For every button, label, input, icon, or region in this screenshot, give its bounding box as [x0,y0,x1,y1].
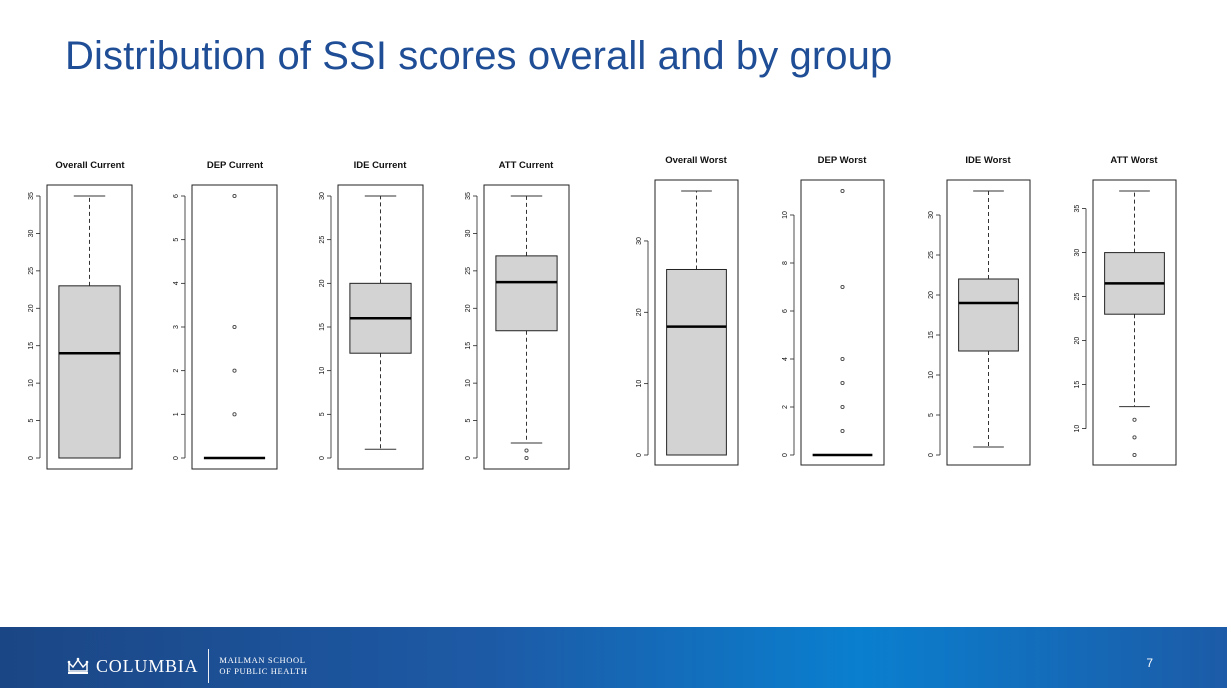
y-tick-label: 15 [1074,381,1081,389]
y-tick-label: 25 [928,251,935,259]
outlier-point [840,356,845,362]
y-tick-label: 15 [28,342,35,350]
y-tick-label: 6 [782,309,789,313]
plot-frame [337,184,424,470]
y-tick-label: 10 [28,379,35,387]
plot-title-att-current: ATT Current [498,160,554,171]
y-tick-label: 30 [465,229,472,237]
y-tick-label: 5 [928,413,935,417]
y-tick-label: 5 [465,419,472,423]
y-tick-label: 5 [319,412,326,416]
y-tick-label: 25 [465,267,472,275]
iqr-box [495,255,558,332]
y-tick-label: 25 [28,267,35,275]
plot-title-overall-current: Overall Current [55,160,125,171]
outlier-point [232,193,237,199]
logo-divider [208,649,210,683]
plot-title-ide-worst: IDE Worst [965,155,1011,166]
y-tick-label: 1 [173,412,180,416]
outlier-point [232,368,237,373]
outlier-point [1132,452,1137,458]
y-tick-label: 3 [173,325,180,329]
iqr-box [958,278,1019,352]
outlier-point [840,284,845,290]
y-tick-label: 10 [782,211,789,219]
y-tick-label: 10 [928,371,935,379]
y-tick-label: 30 [636,237,643,245]
y-tick-label: 30 [928,211,935,219]
y-tick-label: 4 [173,281,180,285]
outlier-point [524,455,529,461]
y-tick-label: 20 [636,308,643,316]
plot-frame [1092,179,1177,466]
plot-frame [46,184,133,470]
y-tick-label: 35 [1074,205,1081,213]
plot-title-ide-current: IDE Current [353,160,407,171]
iqr-box [58,285,121,459]
outlier-point [840,380,845,386]
outlier-point [1132,435,1137,440]
y-tick-label: 20 [928,291,935,299]
plot-frame [483,184,570,470]
y-tick-label: 6 [173,194,180,198]
y-tick-label: 10 [319,367,326,375]
outlier-point [840,428,845,434]
iqr-box [666,268,727,456]
outlier-point [1132,417,1137,422]
y-tick-label: 35 [28,192,35,200]
y-tick-label: 10 [465,379,472,387]
y-tick-label: 0 [173,456,180,460]
outlier-point [840,404,845,410]
crown-icon [67,657,89,674]
outlier-point [840,188,845,194]
y-tick-label: 30 [319,192,326,200]
y-tick-label: 2 [173,369,180,373]
columbia-logo: COLUMBIA MAILMAN SCHOOL OF PUBLIC HEALTH [66,649,308,683]
slide-title: Distribution of SSI scores overall and b… [65,34,893,78]
boxplot-panel: 0510152025303501234560510152025300510152… [28,179,1177,470]
y-tick-label: 10 [1074,425,1081,433]
plot-title-overall-worst: Overall Worst [665,155,727,166]
y-tick-label: 0 [465,456,472,460]
y-tick-label: 0 [636,453,643,457]
plot-frame [654,179,739,466]
y-tick-label: 5 [173,238,180,242]
plot-title-dep-current: DEP Current [206,160,264,171]
y-tick-label: 10 [636,380,643,388]
y-tick-label: 8 [782,261,789,265]
y-tick-label: 35 [465,192,472,200]
y-tick-label: 30 [1074,249,1081,257]
y-tick-label: 20 [28,304,35,312]
y-tick-label: 25 [319,236,326,244]
y-tick-label: 0 [928,453,935,457]
plot-frame [191,184,278,470]
y-tick-label: 0 [319,456,326,460]
y-tick-label: 0 [28,456,35,460]
y-tick-label: 20 [319,279,326,287]
school-line-2: OF PUBLIC HEALTH [219,666,308,676]
y-tick-label: 15 [465,342,472,350]
plot-title-dep-worst: DEP Worst [817,155,867,166]
y-tick-label: 15 [319,323,326,331]
y-tick-label: 20 [465,304,472,312]
y-tick-label: 25 [1074,293,1081,301]
footer-bar: COLUMBIA MAILMAN SCHOOL OF PUBLIC HEALTH… [0,627,1227,688]
brand-name: COLUMBIA [96,655,199,676]
outlier-point [232,412,237,417]
page-number: 7 [1146,656,1153,670]
plot-frame [800,179,885,466]
plot-frame [946,179,1031,466]
outlier-point [232,324,237,330]
outlier-point [524,448,529,453]
school-line-1: MAILMAN SCHOOL [219,655,306,665]
y-tick-label: 0 [782,453,789,457]
school-name: MAILMAN SCHOOL OF PUBLIC HEALTH [219,655,307,677]
plot-title-att-worst: ATT Worst [1110,155,1158,166]
y-tick-label: 4 [782,357,789,361]
y-tick-label: 5 [28,419,35,423]
y-tick-label: 30 [28,229,35,237]
y-tick-label: 15 [928,331,935,339]
y-tick-label: 2 [782,405,789,409]
y-tick-label: 20 [1074,337,1081,345]
